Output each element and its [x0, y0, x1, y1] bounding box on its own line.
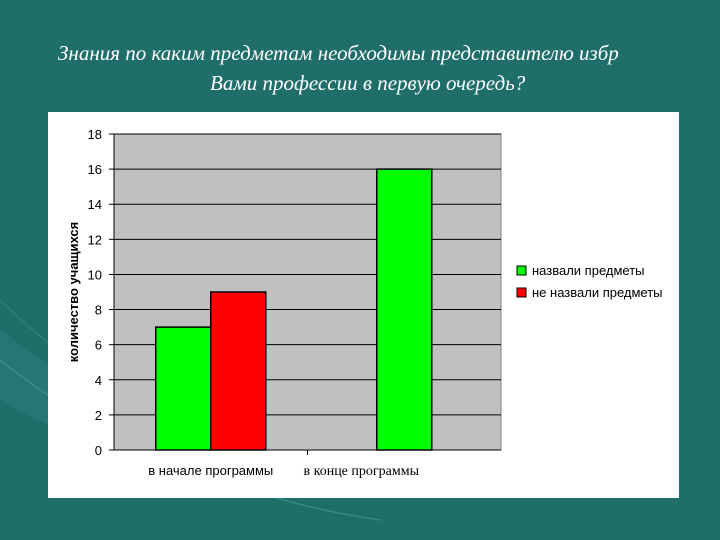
y-tick-label: 6	[95, 338, 102, 353]
legend-swatch	[516, 265, 527, 276]
bar-0-1	[376, 168, 433, 451]
legend-label: не назвали предметы	[532, 285, 663, 300]
bar-chart: 0 2 4 6 8 10 12 14 16 18 в начале программы в конц…	[66, 127, 663, 479]
x-tick-label: в конце программы	[304, 464, 420, 479]
legend-swatch	[516, 287, 527, 298]
chart-panel: 0 2 4 6 8 10 12 14 16 18 в начале программы в конц…	[48, 112, 679, 498]
y-tick-label: 18	[88, 127, 102, 142]
bar-0-0	[155, 326, 212, 451]
bar-1-0	[210, 291, 267, 451]
y-tick-label: 14	[88, 197, 102, 212]
y-tick-label: 12	[88, 232, 102, 247]
y-tick-label: 16	[88, 162, 102, 177]
y-tick-label: 4	[95, 373, 102, 388]
slide-title-line-2: Вами профессии в первую очередь?	[210, 71, 526, 95]
x-tick-label: в начале программы	[148, 463, 273, 478]
legend-label: назвали предметы	[532, 263, 645, 278]
y-tick-label: 10	[88, 267, 102, 282]
y-axis-label: количество учащихся	[66, 222, 81, 362]
y-tick-label: 8	[95, 303, 102, 318]
slide-title: Знания по каким предметам необходимы пре…	[0, 38, 720, 98]
y-tick-label: 0	[95, 443, 102, 458]
slide-title-line-1: Знания по каким предметам необходимы пре…	[58, 41, 619, 65]
y-tick-label: 2	[95, 408, 102, 423]
